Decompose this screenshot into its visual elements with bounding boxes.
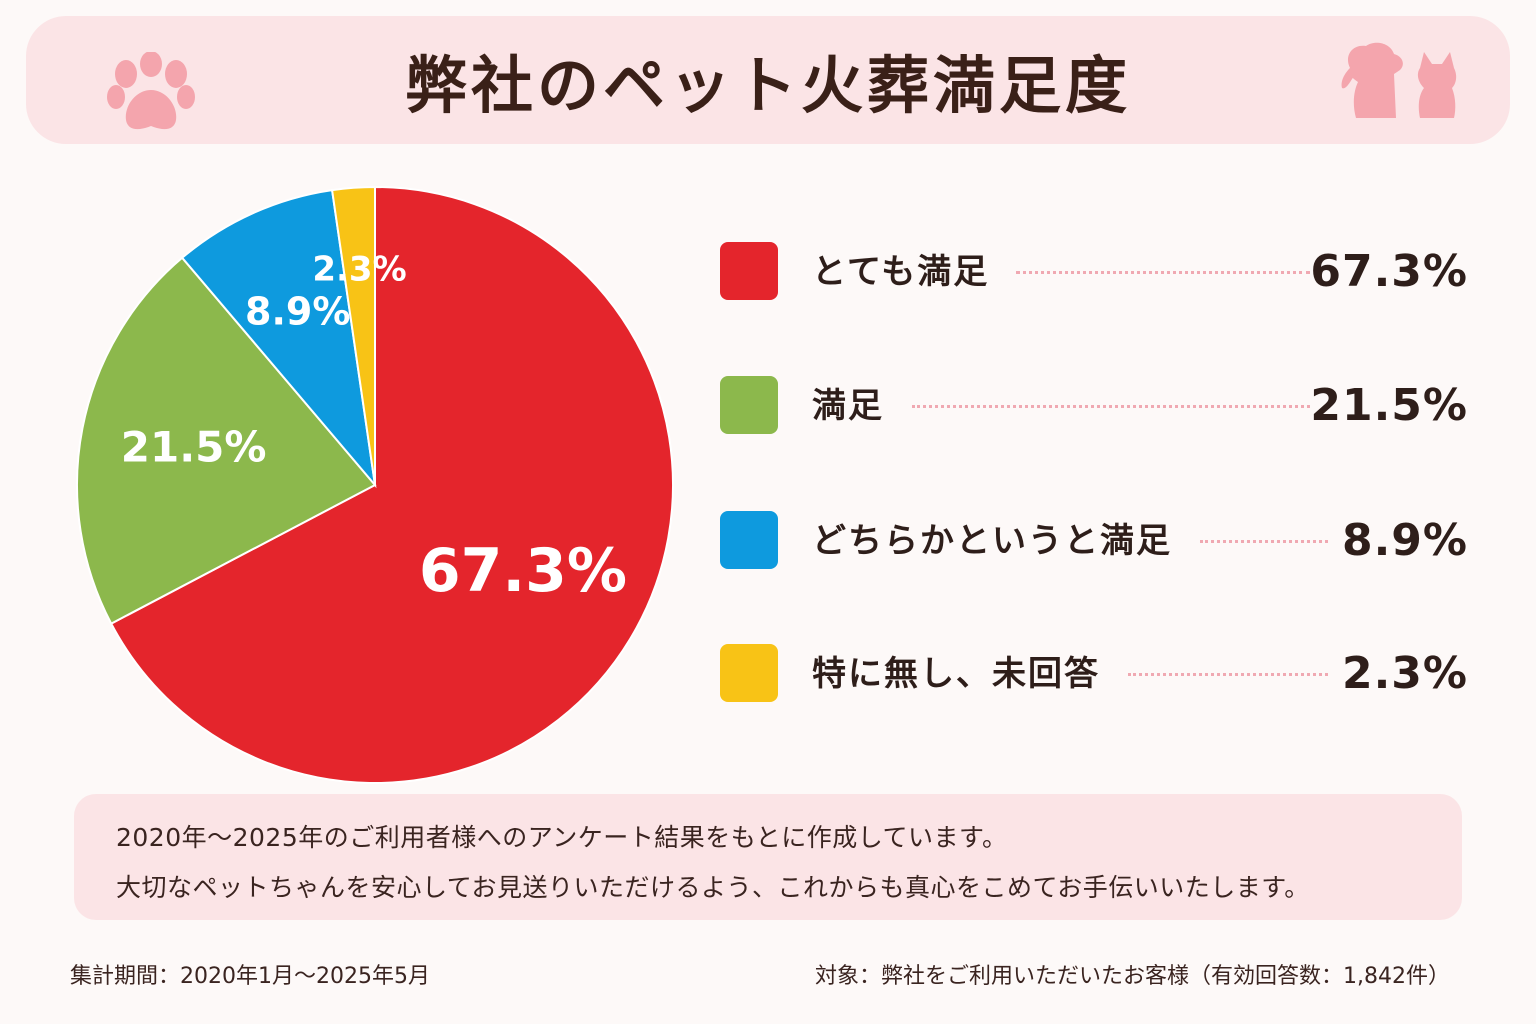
legend-value: 8.9% <box>1341 515 1468 566</box>
survey-target: 対象：弊社をご利用いただいたお客様（有効回答数：1,842件） <box>815 964 1450 989</box>
legend-leader-dots <box>912 405 1310 408</box>
pie-slice-satisfied <box>76 256 377 625</box>
page-title: 弊社のペット火葬満足度 <box>404 49 1131 122</box>
survey-period: 集計期間：2020年1月～2025年5月 <box>70 964 430 989</box>
legend-leader-dots <box>1128 673 1328 676</box>
pie-slice-very-satisfied <box>109 185 674 784</box>
legend-value: 67.3% <box>1310 246 1468 297</box>
legend-swatch-blue <box>720 511 778 569</box>
pie-slice-label: 21.5% <box>121 422 267 471</box>
legend-item-somewhat-satisfied: どちらかというと満足 8.9% <box>720 511 1468 571</box>
header-banner: 弊社のペット火葬満足度 <box>26 16 1510 144</box>
legend-label: どちらかというと満足 <box>812 521 1172 561</box>
legend-swatch-red <box>720 242 778 300</box>
legend-value: 21.5% <box>1310 380 1468 431</box>
pie-slice-label: 2.3% <box>312 249 406 289</box>
legend-label: とても満足 <box>812 252 990 292</box>
legend-leader-dots <box>1016 271 1310 274</box>
legend-swatch-green <box>720 376 778 434</box>
survey-note-box: 2020年～2025年のご利用者様へのアンケート結果をもとに作成しています。 大… <box>74 794 1462 920</box>
pie-slice-label: 67.3% <box>419 536 627 606</box>
legend-item-no-answer: 特に無し、未回答 2.3% <box>720 644 1468 704</box>
paw-icon <box>107 52 195 130</box>
legend-swatch-yellow <box>720 644 778 702</box>
note-line-2: 大切なペットちゃんを安心してお見送りいただけるよう、これからも真心をこめてお手伝… <box>116 873 1310 902</box>
pie-slice-somewhat-satisfied <box>180 188 377 489</box>
note-line-1: 2020年～2025年のご利用者様へのアンケート結果をもとに作成しています。 <box>116 823 1008 852</box>
pie-slice-label: 8.9% <box>245 289 350 333</box>
legend-value: 2.3% <box>1341 648 1468 699</box>
dog-and-cat-silhouette-icon <box>1341 42 1457 118</box>
legend-leader-dots <box>1200 540 1328 543</box>
legend-label: 満足 <box>812 386 884 426</box>
pie-slice-no-answer <box>330 185 376 486</box>
legend-item-very-satisfied: とても満足 67.3% <box>720 242 1468 302</box>
pie-chart: 67.3% 21.5% 8.9%2.3% <box>76 185 674 784</box>
legend-label: 特に無し、未回答 <box>812 654 1100 694</box>
legend-item-satisfied: 満足 21.5% <box>720 376 1468 436</box>
